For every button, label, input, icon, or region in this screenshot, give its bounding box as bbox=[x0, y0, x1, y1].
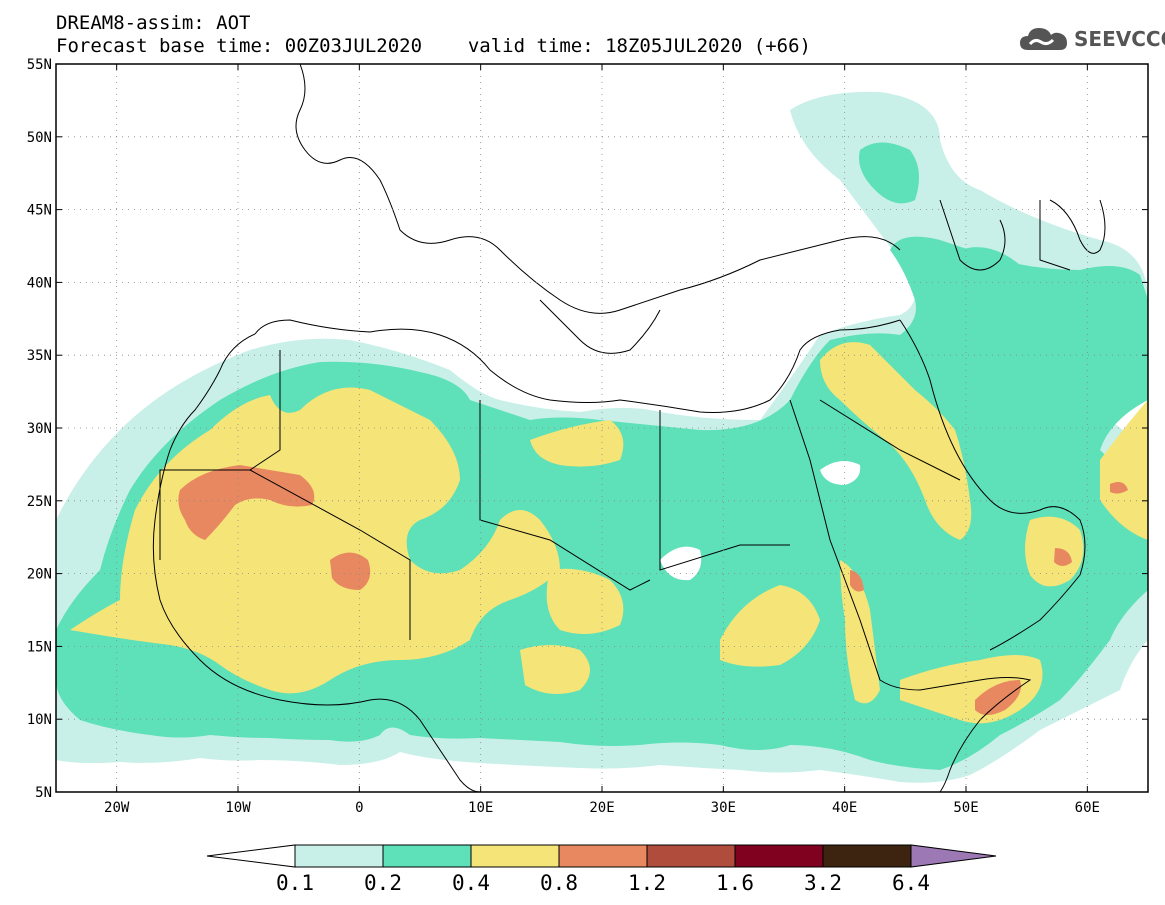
valid-time: valid time: 18Z05JUL2020 (+66) bbox=[467, 35, 811, 57]
seevccc-logo: SEEVCCC bbox=[1018, 24, 1165, 54]
lon-label: 20E bbox=[589, 800, 614, 816]
colorbar-segment bbox=[294, 844, 384, 868]
colorbar-label: 1.6 bbox=[716, 871, 754, 895]
colorbar-under-arrow bbox=[206, 844, 296, 868]
aot-field bbox=[56, 91, 1148, 783]
colorbar-segment bbox=[382, 844, 472, 868]
lat-label: 10N bbox=[27, 712, 52, 728]
lat-label: 50N bbox=[27, 130, 52, 146]
lat-label: 45N bbox=[27, 203, 52, 219]
lat-label: 25N bbox=[27, 494, 52, 510]
colorbar-segment bbox=[558, 844, 648, 868]
lon-label: 40E bbox=[832, 800, 857, 816]
lon-label: 50E bbox=[953, 800, 978, 816]
lon-label: 0 bbox=[355, 800, 363, 816]
colorbar-segment bbox=[822, 844, 912, 868]
map-title: DREAM8-assim: AOT bbox=[56, 12, 251, 34]
lon-label: 10W bbox=[225, 800, 251, 816]
lat-label: 55N bbox=[27, 57, 52, 73]
base-time: Forecast base time: 00Z03JUL2020 bbox=[56, 35, 423, 57]
lon-label: 20W bbox=[104, 800, 130, 816]
colorbar-label: 0.8 bbox=[540, 871, 578, 895]
lat-label: 20N bbox=[27, 567, 52, 583]
cloud-icon bbox=[1020, 28, 1067, 50]
lon-label: 60E bbox=[1075, 800, 1100, 816]
colorbar: 0.1 0.2 0.4 0.8 1.2 1.6 3.2 6.4 bbox=[206, 844, 997, 895]
lon-label: 30E bbox=[711, 800, 736, 816]
colorbar-over-arrow bbox=[910, 844, 997, 868]
lat-label: 15N bbox=[27, 639, 52, 655]
lat-label: 30N bbox=[27, 421, 52, 437]
coastlines bbox=[152, 64, 1106, 792]
colorbar-segment bbox=[646, 844, 736, 868]
time-info: Forecast base time: 00Z03JUL2020 valid t… bbox=[56, 35, 811, 57]
colorbar-label: 0.1 bbox=[276, 871, 314, 895]
logo-text: SEEVCCC bbox=[1074, 27, 1165, 51]
colorbar-label: 3.2 bbox=[804, 871, 842, 895]
colorbar-segment bbox=[470, 844, 560, 868]
colorbar-label: 1.2 bbox=[628, 871, 666, 895]
colorbar-label: 0.2 bbox=[364, 871, 402, 895]
latitude-axis: 55N 50N 45N 40N 35N 30N 25N 20N 15N 10N 5N bbox=[27, 57, 1148, 801]
colorbar-segment bbox=[734, 844, 824, 868]
lat-label: 5N bbox=[35, 785, 52, 801]
lat-label: 40N bbox=[27, 275, 52, 291]
lon-label: 10E bbox=[468, 800, 493, 816]
graticule bbox=[56, 64, 1148, 792]
lat-label: 35N bbox=[27, 348, 52, 364]
colorbar-label: 0.4 bbox=[452, 871, 490, 895]
colorbar-label: 6.4 bbox=[892, 871, 930, 895]
longitude-axis: 20W 10W 0 10E 20E 30E 40E 50E 60E bbox=[104, 64, 1100, 816]
